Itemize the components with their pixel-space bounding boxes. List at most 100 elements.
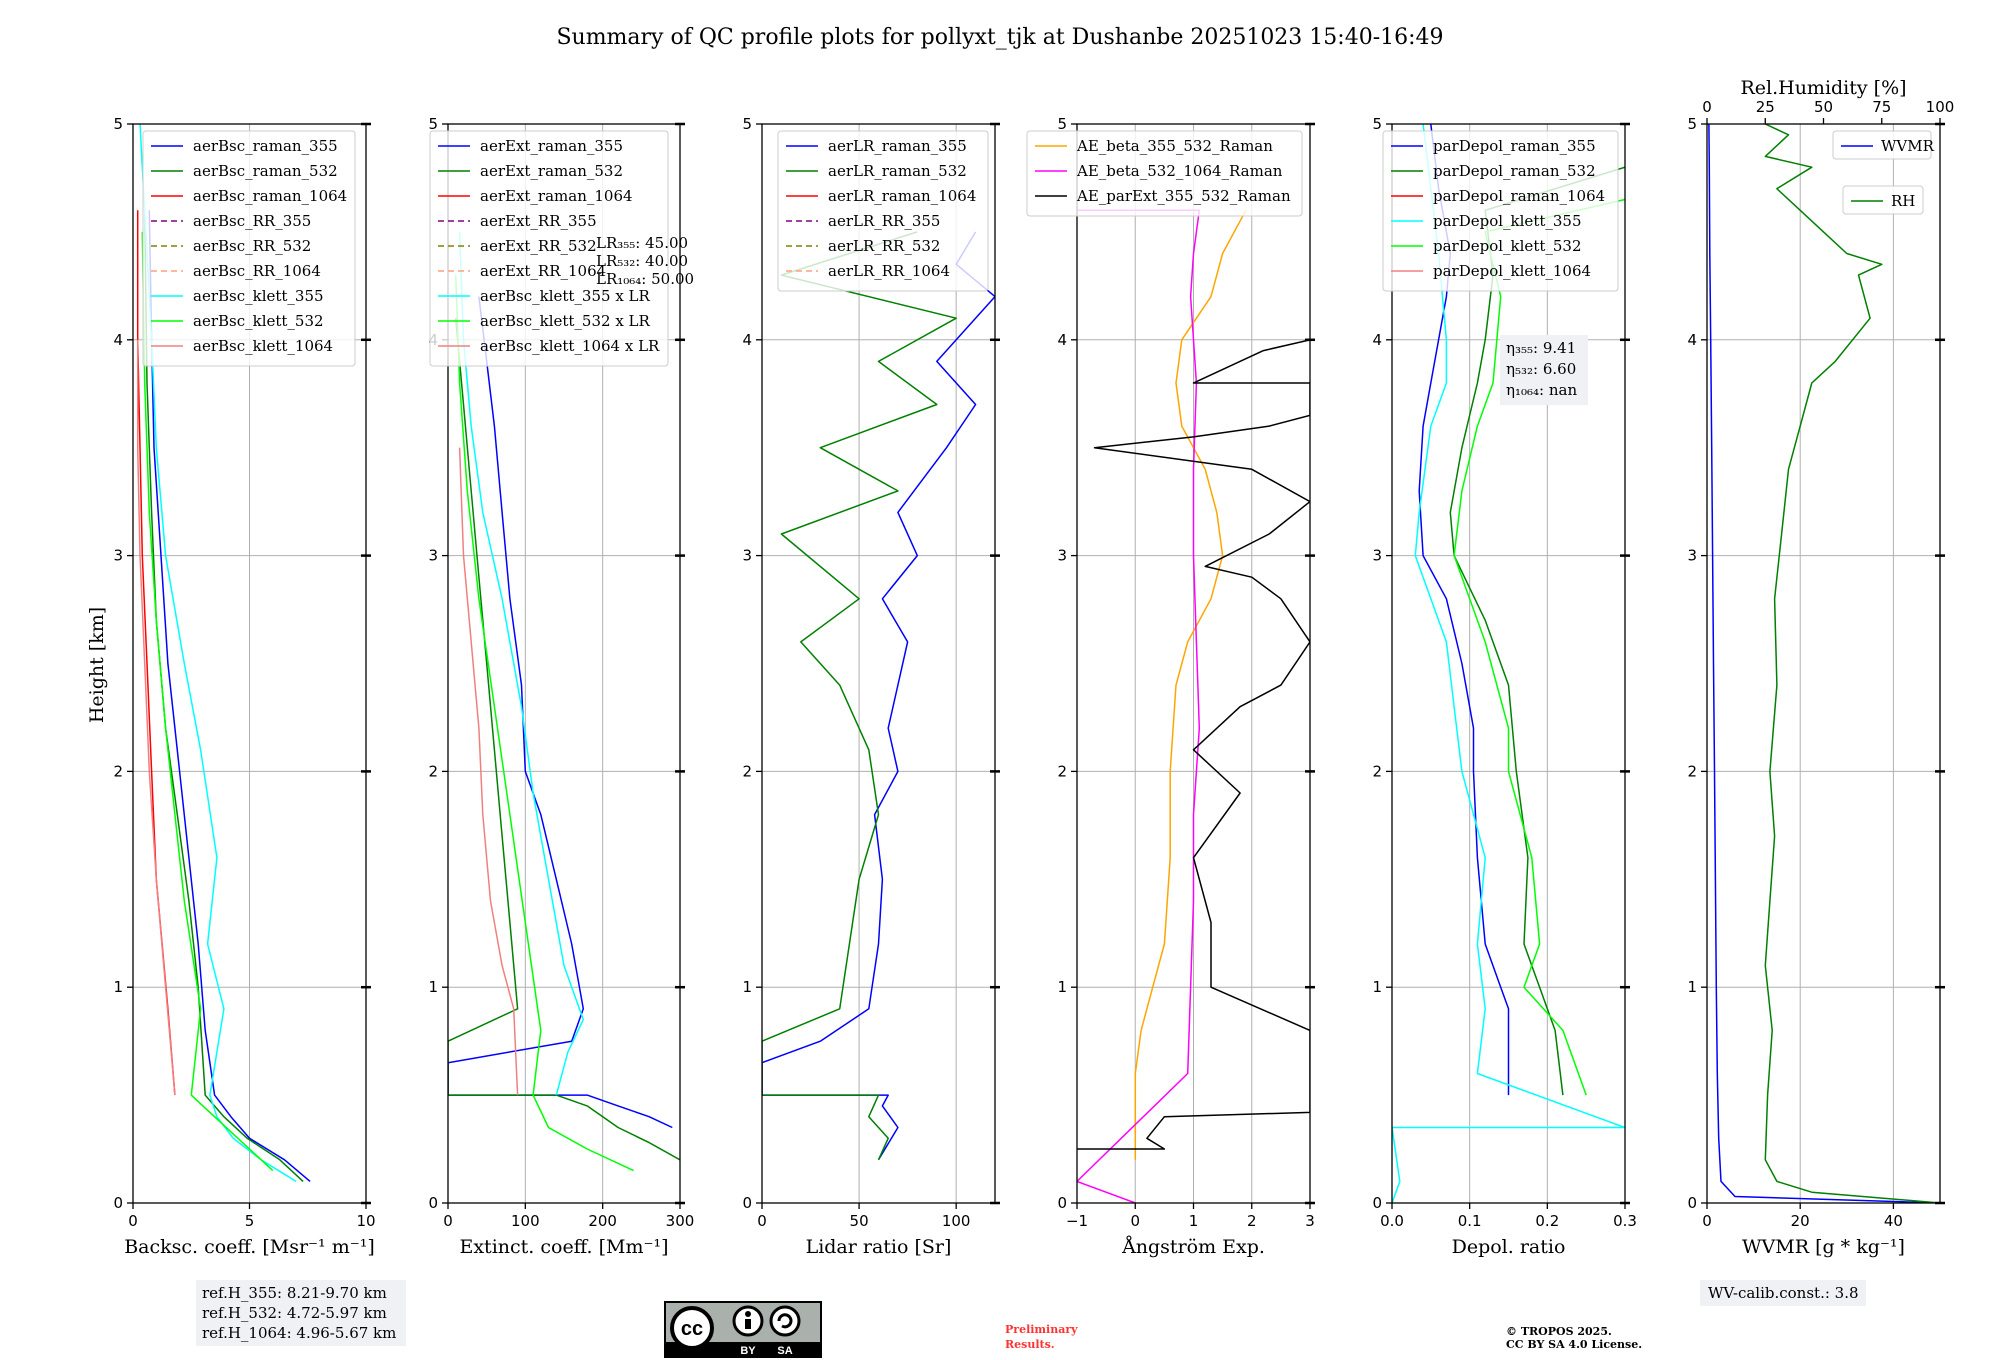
y-tick-label: 5 bbox=[1057, 115, 1067, 133]
x-tick-label: 0.2 bbox=[1535, 1212, 1559, 1230]
series-line-aerbsc-raman-355 bbox=[148, 210, 311, 1182]
by-person-head bbox=[745, 1311, 751, 1317]
y-tick-label: 5 bbox=[742, 115, 752, 133]
x-tick-label: 5 bbox=[245, 1212, 255, 1230]
legend-entry: aerExt_raman_355 bbox=[480, 137, 623, 155]
series-line-aerext-raman-355 bbox=[448, 296, 673, 1129]
legend-entry: aerLR_RR_532 bbox=[828, 237, 940, 255]
ref-heights-bg bbox=[196, 1280, 406, 1346]
legend-entry: aerBsc_RR_1064 bbox=[193, 262, 321, 280]
sa-arrow-icon bbox=[777, 1313, 793, 1329]
y-tick-label: 3 bbox=[1057, 547, 1067, 565]
legend-entry: parDepol_klett_355 bbox=[1433, 212, 1582, 230]
series-group bbox=[1077, 209, 1310, 1203]
legend-entry: aerExt_raman_532 bbox=[480, 162, 623, 180]
lr-note: LR₅₃₂: 40.00 bbox=[596, 252, 688, 270]
series-line-aerbsc-klett-355-x-lr bbox=[458, 231, 585, 1096]
wv-calib-box: WV-calib.const.: 3.8 bbox=[1700, 1280, 1866, 1306]
legend-entry: aerBsc_klett_355 bbox=[193, 287, 324, 305]
legend-box bbox=[777, 130, 989, 292]
legend-entry: aerExt_RR_355 bbox=[480, 212, 597, 230]
legend-entry: parDepol_raman_532 bbox=[1433, 162, 1596, 180]
x-tick-label: 50 bbox=[850, 1212, 869, 1230]
legend-entry: aerLR_RR_355 bbox=[828, 212, 940, 230]
legend-box bbox=[429, 130, 669, 367]
y-tick-label: 0 bbox=[428, 1194, 438, 1212]
wv-calib-bg bbox=[1700, 1280, 1866, 1306]
series-line-pardepol-raman-532 bbox=[1449, 166, 1625, 1096]
x-tick-label: 1 bbox=[1189, 1212, 1199, 1230]
y-tick-label: 2 bbox=[428, 762, 438, 780]
wv-calib-text: WV-calib.const.: 3.8 bbox=[1708, 1284, 1859, 1302]
y-tick-label: 1 bbox=[428, 978, 438, 996]
x2-tick-label: 100 bbox=[1926, 98, 1955, 116]
x-tick-label: 0 bbox=[128, 1212, 138, 1230]
legend-box bbox=[1842, 185, 1924, 215]
ref-heights-box: ref.H_355: 8.21-9.70 km ref.H_532: 4.72-… bbox=[196, 1280, 406, 1346]
x-tick-label: 0 bbox=[757, 1212, 767, 1230]
legend-entry: aerBsc_klett_532 bbox=[193, 312, 324, 330]
series-line-pardepol-klett-355 bbox=[1392, 124, 1625, 1203]
axes-frame bbox=[1391, 123, 1626, 1204]
copyright-line-1: © TROPOS 2025. bbox=[1506, 1325, 1612, 1338]
x2-tick-label: 25 bbox=[1756, 98, 1775, 116]
legend-entry: aerLR_raman_1064 bbox=[828, 187, 976, 205]
y-tick-label: 1 bbox=[1057, 978, 1067, 996]
y-tick-label: 1 bbox=[1372, 978, 1382, 996]
x-tick-label: 200 bbox=[588, 1212, 617, 1230]
legend-entry: aerBsc_klett_532 x LR bbox=[480, 312, 651, 330]
panel-bsc: 0 5 10 0 1 2 3 4 5 Backsc. coeff. [Msr⁻¹ m⁻¹] aerB… bbox=[113, 115, 375, 1258]
y-tick-label: 1 bbox=[742, 978, 752, 996]
x-tick-label: 0.0 bbox=[1380, 1212, 1404, 1230]
y-tick-label: 5 bbox=[1372, 115, 1382, 133]
y-tick-label: 2 bbox=[1057, 762, 1067, 780]
legend-entry: WVMR bbox=[1881, 137, 1935, 155]
ref-height-1064: ref.H_1064: 4.96-5.67 km bbox=[202, 1324, 396, 1342]
x2-tick-label: 0 bbox=[1702, 98, 1712, 116]
x-tick-label: 100 bbox=[942, 1212, 971, 1230]
sa-share-icon bbox=[769, 1305, 801, 1337]
legend-entry: aerBsc_raman_355 bbox=[193, 137, 338, 155]
x-tick-label: 20 bbox=[1791, 1212, 1810, 1230]
legend-box bbox=[142, 130, 356, 367]
eta-note-bg bbox=[1500, 335, 1588, 405]
x-tick-label: 0 bbox=[1702, 1212, 1712, 1230]
x-axis-label: Backsc. coeff. [Msr⁻¹ m⁻¹] bbox=[124, 1236, 375, 1258]
y-tick-label: 0 bbox=[1372, 1194, 1382, 1212]
cc-license-badge[interactable]: cc BY SA bbox=[664, 1301, 822, 1358]
panel-ext: 0100200300012345Extinct. coeff. [Mm⁻¹]ae… bbox=[428, 115, 694, 1258]
series-line-aerbsc-raman-532 bbox=[143, 210, 304, 1182]
legend-box bbox=[1026, 130, 1303, 217]
series-line-pardepol-klett-532 bbox=[1453, 198, 1625, 1096]
axes-frame bbox=[1706, 123, 1941, 1204]
badge-sa-label: SA bbox=[777, 1345, 792, 1357]
x-axis-label: Depol. ratio bbox=[1452, 1236, 1566, 1258]
legend-entry: aerBsc_raman_532 bbox=[193, 162, 338, 180]
series-group bbox=[762, 231, 995, 1161]
legend-entry: parDepol_raman_355 bbox=[1433, 137, 1596, 155]
y-tick-label: 2 bbox=[742, 762, 752, 780]
legend-entry: aerBsc_klett_1064 x LR bbox=[480, 337, 660, 355]
lr-note: LR₃₅₅: 45.00 bbox=[596, 234, 688, 252]
y-tick-label: 0 bbox=[742, 1194, 752, 1212]
y-tick-label: 0 bbox=[113, 1194, 123, 1212]
y-tick-label: 4 bbox=[1687, 331, 1697, 349]
by-person-body bbox=[745, 1319, 751, 1329]
y-tick-label: 4 bbox=[1057, 331, 1067, 349]
legend-entry: AE_beta_532_1064_Raman bbox=[1076, 162, 1283, 180]
ref-height-532: ref.H_532: 4.72-5.97 km bbox=[202, 1304, 387, 1322]
y-tick-label: 5 bbox=[113, 115, 123, 133]
series-line-rh bbox=[1764, 124, 1940, 1203]
y-tick-label: 3 bbox=[1687, 547, 1697, 565]
y-tick-label: 3 bbox=[113, 547, 123, 565]
x-tick-label: 10 bbox=[356, 1212, 375, 1230]
series-group bbox=[448, 231, 680, 1172]
series-group bbox=[1708, 124, 1940, 1203]
x-axis-label: Lidar ratio [Sr] bbox=[806, 1236, 952, 1258]
preliminary-line-2: Results. bbox=[1005, 1338, 1055, 1351]
legend-entry: parDepol_klett_1064 bbox=[1433, 262, 1591, 280]
eta-note: η₃₅₅: 9.41 bbox=[1506, 339, 1576, 357]
